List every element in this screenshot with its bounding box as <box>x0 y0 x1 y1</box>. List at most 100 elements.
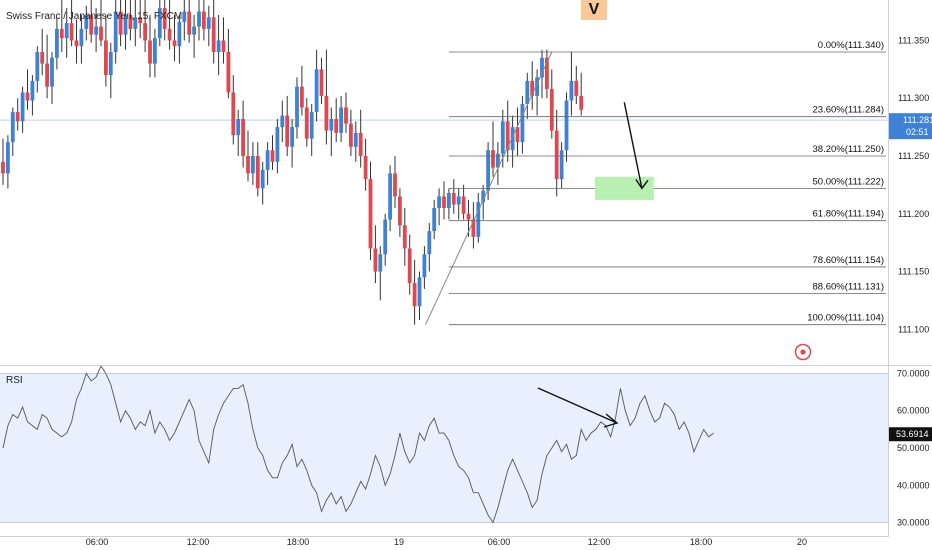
price-pane[interactable] <box>0 0 888 364</box>
rsi-tick-label: 70.0000 <box>897 368 930 378</box>
candle-body <box>241 119 245 156</box>
price-tick-label: 111.350 <box>898 35 929 45</box>
candle <box>69 0 74 47</box>
candle-body <box>491 150 495 168</box>
candle <box>373 225 378 284</box>
candle <box>456 188 461 220</box>
candle-body <box>437 196 441 208</box>
candle-body <box>540 57 544 78</box>
time-tick-label: 12:00 <box>187 537 210 547</box>
candle <box>133 0 138 47</box>
rsi-divergence-arrow-head <box>603 413 619 428</box>
candle-body <box>40 52 45 64</box>
candle-body <box>270 150 275 162</box>
candle-body <box>402 225 407 249</box>
candle-body <box>496 153 500 168</box>
candle <box>574 65 579 104</box>
candle-body <box>45 63 49 87</box>
rsi-tick-label: 30.0000 <box>897 518 930 528</box>
candle-body <box>216 40 221 52</box>
down-arrow-shaft <box>623 102 643 189</box>
candle-body <box>451 192 456 205</box>
candle-body <box>407 248 412 284</box>
candle <box>15 98 20 131</box>
candle-body <box>300 86 304 108</box>
candle-body <box>143 23 147 41</box>
candle <box>388 165 392 232</box>
candle <box>491 121 495 177</box>
candle <box>412 260 417 325</box>
candle-body <box>25 92 30 101</box>
time-tick-label: 18:00 <box>287 537 310 547</box>
candle-body <box>231 92 236 136</box>
candle-body <box>108 52 113 76</box>
candle-body <box>309 112 314 139</box>
last-price-label-bg <box>889 113 932 140</box>
rsi-band <box>0 373 888 523</box>
candle-body <box>545 57 549 89</box>
candle-body <box>456 196 461 205</box>
candle <box>118 0 123 47</box>
fib-level-label: 88.60%(111.131) <box>813 282 884 293</box>
candle <box>442 181 446 220</box>
candle <box>530 61 535 110</box>
marker-badge[interactable]: V <box>581 0 607 20</box>
candle-body <box>128 15 133 29</box>
candle-body <box>197 11 201 27</box>
candle <box>525 72 530 120</box>
fib-level-label: 50.00%(111.222) <box>813 176 884 187</box>
candle <box>349 109 353 156</box>
candle <box>45 34 49 99</box>
candle-body <box>74 40 79 47</box>
fib-level-label: 100.00%(111.104) <box>807 313 884 324</box>
candle-body <box>373 248 378 272</box>
record-icon[interactable] <box>794 343 812 361</box>
candle-body <box>466 213 471 220</box>
fib-level-label: 0.00%(111.340) <box>818 40 884 51</box>
candle <box>579 72 584 116</box>
candle <box>285 95 290 156</box>
symbol-title: Swiss Franc / Japanese Yen, 15, FXCM <box>6 11 182 22</box>
candle-body <box>118 11 123 35</box>
candle <box>64 8 69 58</box>
candle-body <box>486 150 490 191</box>
candle-body <box>520 104 525 143</box>
candle <box>30 75 35 116</box>
candle-body <box>368 179 373 249</box>
candle-body <box>226 52 231 93</box>
candle-body <box>476 202 481 237</box>
candle <box>89 0 94 43</box>
candle <box>368 161 373 260</box>
candle-body <box>574 80 579 96</box>
rsi-label: RSI <box>6 375 23 386</box>
time-tick-label: 12:00 <box>588 537 611 547</box>
candle-body <box>221 40 226 52</box>
candle <box>74 19 79 64</box>
candle <box>383 213 388 266</box>
candle <box>280 100 285 143</box>
rsi-pane[interactable] <box>0 365 888 524</box>
candle-body <box>481 190 486 203</box>
candle <box>496 142 500 185</box>
candle <box>270 135 275 170</box>
candle <box>290 119 294 168</box>
candle <box>20 86 25 133</box>
fib-level-label: 61.80%(111.194) <box>813 209 884 220</box>
candle-body <box>471 219 476 237</box>
candle-body <box>10 112 15 143</box>
marker-glyph: V <box>589 1 600 18</box>
candle <box>50 52 54 104</box>
fibonacci-retracement[interactable]: 0.00%(111.340) 23.60%(111.284) 38.20%(111.… <box>425 40 887 326</box>
candle <box>358 109 363 168</box>
candle <box>505 100 510 162</box>
candle <box>172 15 177 62</box>
candle <box>128 0 133 41</box>
candle-body <box>549 88 554 131</box>
candle-body <box>206 17 211 29</box>
candle <box>398 188 402 237</box>
candle <box>231 75 236 145</box>
candle <box>378 246 383 301</box>
candle <box>79 15 84 64</box>
last-price-label: 111.281 <box>903 115 932 125</box>
candle <box>202 0 206 41</box>
